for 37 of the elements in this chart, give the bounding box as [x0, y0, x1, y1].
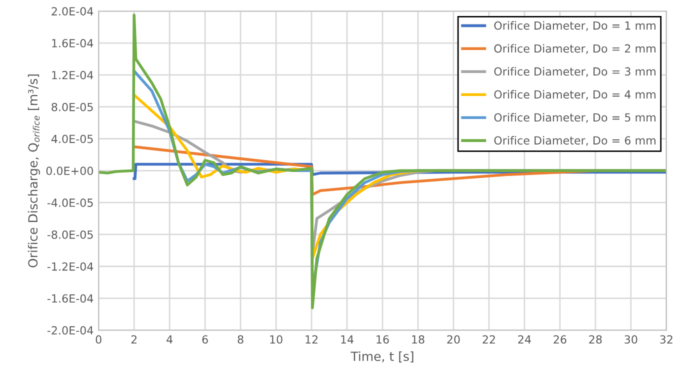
y-axis-title: Orifice Discharge, Q$_{orifice}$ [m³/s]	[28, 74, 40, 268]
x-tick-label: 14	[341, 335, 354, 344]
legend-label: Orifice Diameter, Do = 6 mm	[494, 136, 656, 146]
x-tick-label: 12	[306, 335, 318, 344]
legend-label: Orifice Diameter, Do = 3 mm	[494, 67, 656, 77]
x-tick-label: 22	[482, 335, 495, 344]
y-tick-label: 4.0E-05	[51, 134, 93, 144]
legend-label: Orifice Diameter, Do = 5 mm	[494, 113, 656, 123]
line-series	[98, 14, 666, 310]
x-tick-label: 6	[202, 335, 208, 344]
x-tick-label: 16	[376, 335, 389, 344]
x-tick-label: 30	[624, 335, 638, 344]
y-tick-label: -1.2E-04	[47, 262, 94, 271]
x-tick-label: 28	[589, 335, 602, 344]
y-tick-label: 0.0E+00	[46, 166, 93, 176]
x-tick-label: 0	[96, 335, 102, 344]
y-tick-label: 8.0E-05	[52, 102, 93, 112]
y-tick-label: 2.0E-04	[52, 7, 94, 16]
x-tick-label: 18	[412, 335, 424, 344]
x-tick-label: 20	[447, 335, 460, 344]
y-tick-label: -1.6E-04	[47, 294, 94, 303]
y-tick-label: 1.6E-04	[52, 39, 94, 48]
y-tick-label: -8.0E-05	[47, 230, 93, 239]
x-axis-title: Time, t [s]	[350, 351, 414, 363]
y-tick-label: -4.0E-05	[47, 198, 93, 207]
x-tick-label: 32	[660, 335, 672, 344]
x-tick-label: 24	[518, 335, 531, 344]
y-tick-label: -2.0E-04	[47, 326, 94, 335]
x-tick-label: 8	[238, 335, 244, 344]
legend-label: Orifice Diameter, Do = 4 mm	[494, 90, 656, 100]
x-tick-label: 26	[554, 335, 566, 344]
x-tick-label: 2	[131, 335, 137, 344]
x-tick-label: 4	[166, 335, 172, 344]
legend-label: Orifice Diameter, Do = 2 mm	[494, 44, 656, 54]
y-tick-label: 1.2E-04	[52, 70, 94, 80]
legend-label: Orifice Diameter, Do = 1 mm	[494, 21, 656, 31]
x-tick-label: 10	[270, 335, 282, 344]
